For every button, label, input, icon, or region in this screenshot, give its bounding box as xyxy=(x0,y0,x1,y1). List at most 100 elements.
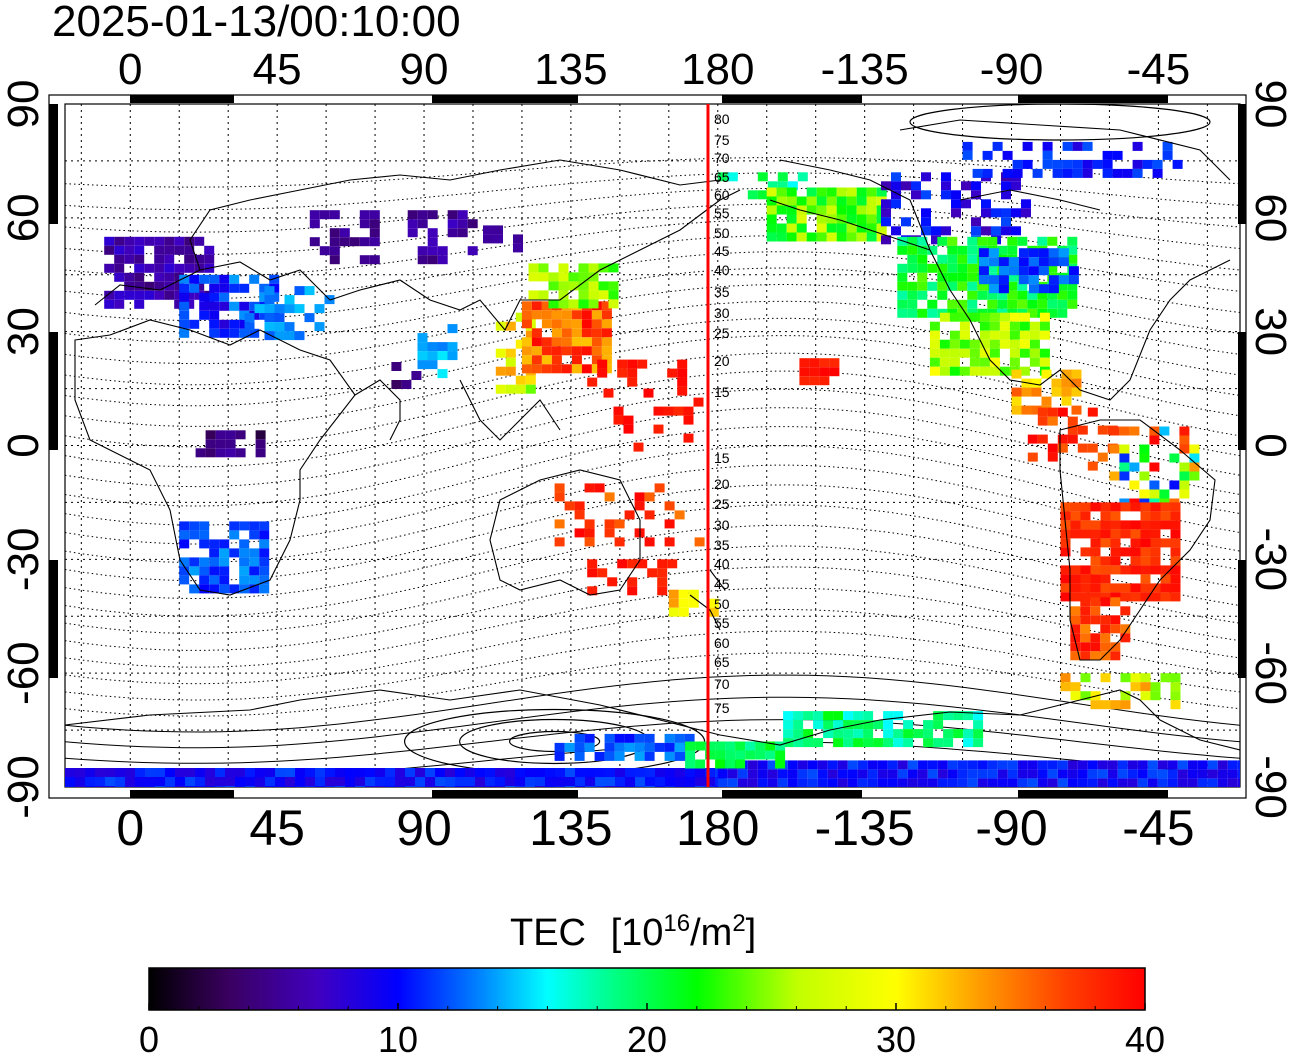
tec-cell xyxy=(1018,248,1029,258)
colorbar-tick-label: 10 xyxy=(378,1019,418,1057)
latitude-tick-label: 30 xyxy=(0,307,48,356)
tec-cell xyxy=(588,290,599,300)
tec-cell xyxy=(793,729,804,739)
latitude-tick-label: -90 xyxy=(1246,755,1294,819)
tec-cell xyxy=(627,586,638,596)
tec-cell xyxy=(1197,778,1208,787)
tec-cell xyxy=(551,319,562,329)
tec-cell xyxy=(199,292,210,302)
tec-cell xyxy=(555,786,565,787)
tec-cell xyxy=(75,777,85,786)
tec-cell xyxy=(856,187,867,197)
tec-cell xyxy=(1057,769,1068,779)
tec-cell xyxy=(1120,624,1131,634)
tec-cell xyxy=(134,272,145,282)
tec-cell xyxy=(541,319,552,329)
tec-cell xyxy=(538,263,549,273)
tec-cell xyxy=(1140,691,1151,701)
tec-cell xyxy=(174,236,185,246)
tec-cell xyxy=(1002,168,1013,178)
tec-cell xyxy=(921,217,931,227)
tec-cell xyxy=(1157,760,1168,770)
tec-cell xyxy=(229,283,240,293)
tec-cell xyxy=(604,519,615,529)
tec-cell xyxy=(285,768,295,777)
tec-cell xyxy=(1037,434,1048,444)
tec-cell xyxy=(585,768,595,777)
tec-cell xyxy=(1090,565,1101,575)
tec-cell xyxy=(903,729,914,739)
tec-cell xyxy=(219,575,230,585)
tec-cell xyxy=(1060,538,1071,548)
tec-cell xyxy=(989,357,1000,367)
tec-cell xyxy=(545,777,555,786)
tec-cell xyxy=(1090,651,1101,661)
tec-cell xyxy=(897,299,908,309)
tec-cell xyxy=(229,521,240,531)
tec-cell xyxy=(585,777,595,786)
tec-cell xyxy=(668,598,679,608)
tec-cell xyxy=(685,750,696,760)
tec-cell xyxy=(876,187,887,197)
longitude-tick-label: -45 xyxy=(1127,45,1191,94)
tec-cell xyxy=(395,777,405,786)
tec-cell xyxy=(1042,141,1053,151)
magnetic-latitude-label: 70 xyxy=(714,150,730,166)
tec-cell xyxy=(705,768,715,777)
tec-cell xyxy=(194,254,205,264)
tec-cell xyxy=(688,598,699,608)
tec-cell xyxy=(209,328,220,338)
tec-cell xyxy=(1007,778,1018,787)
tec-cell xyxy=(375,786,385,787)
tec-cell xyxy=(1060,574,1071,584)
tec-cell xyxy=(124,254,135,264)
tec-cell xyxy=(1097,778,1108,787)
tec-cell xyxy=(115,777,125,786)
tec-cell xyxy=(295,777,305,786)
tec-cell xyxy=(816,187,827,197)
tec-cell xyxy=(1140,529,1151,539)
tec-cell xyxy=(967,778,978,787)
tec-cell xyxy=(1227,760,1238,770)
longitude-tick-label: 135 xyxy=(529,800,612,856)
tec-cell xyxy=(683,433,694,443)
tec-cell xyxy=(483,225,493,235)
tec-cell xyxy=(305,777,315,786)
tec-cell xyxy=(199,584,210,594)
tec-cell xyxy=(1052,168,1063,178)
tec-cell xyxy=(1071,378,1082,388)
tec-cell xyxy=(1041,369,1052,379)
tec-cell xyxy=(1120,529,1131,539)
tec-cell xyxy=(1107,778,1118,787)
tec-cell xyxy=(1019,339,1030,349)
tec-cell xyxy=(933,720,944,730)
tec-cell xyxy=(766,214,777,224)
tec-cell xyxy=(1177,769,1188,779)
top-longitude-labels: 0 45 90 135 180 -135 -90 -45 xyxy=(118,45,1190,94)
tec-cell xyxy=(978,266,989,276)
tec-cell xyxy=(907,263,918,273)
tec-cell xyxy=(1207,760,1218,770)
tec-cell xyxy=(174,263,185,273)
tec-cell xyxy=(505,777,515,786)
tec-cell xyxy=(134,236,145,246)
tec-cell xyxy=(85,777,95,786)
tec-cell xyxy=(1169,453,1180,463)
tec-cell xyxy=(1160,502,1171,512)
tec-cell xyxy=(1110,597,1121,607)
tec-cell xyxy=(1120,565,1131,575)
tec-cell xyxy=(917,272,928,282)
tec-cell xyxy=(1189,453,1200,463)
latitude-tick-label: -60 xyxy=(1246,641,1294,705)
tec-cell xyxy=(284,322,295,332)
tec-cell xyxy=(665,777,675,786)
tec-cell xyxy=(962,141,973,151)
tec-cell xyxy=(319,210,330,220)
tec-cell xyxy=(1007,281,1018,291)
tec-cell xyxy=(1140,538,1151,548)
tec-cell xyxy=(1077,425,1088,435)
tec-cell xyxy=(204,245,215,255)
tec-cell xyxy=(1047,760,1058,770)
tec-cell xyxy=(179,292,190,302)
tec-cell xyxy=(1029,330,1040,340)
